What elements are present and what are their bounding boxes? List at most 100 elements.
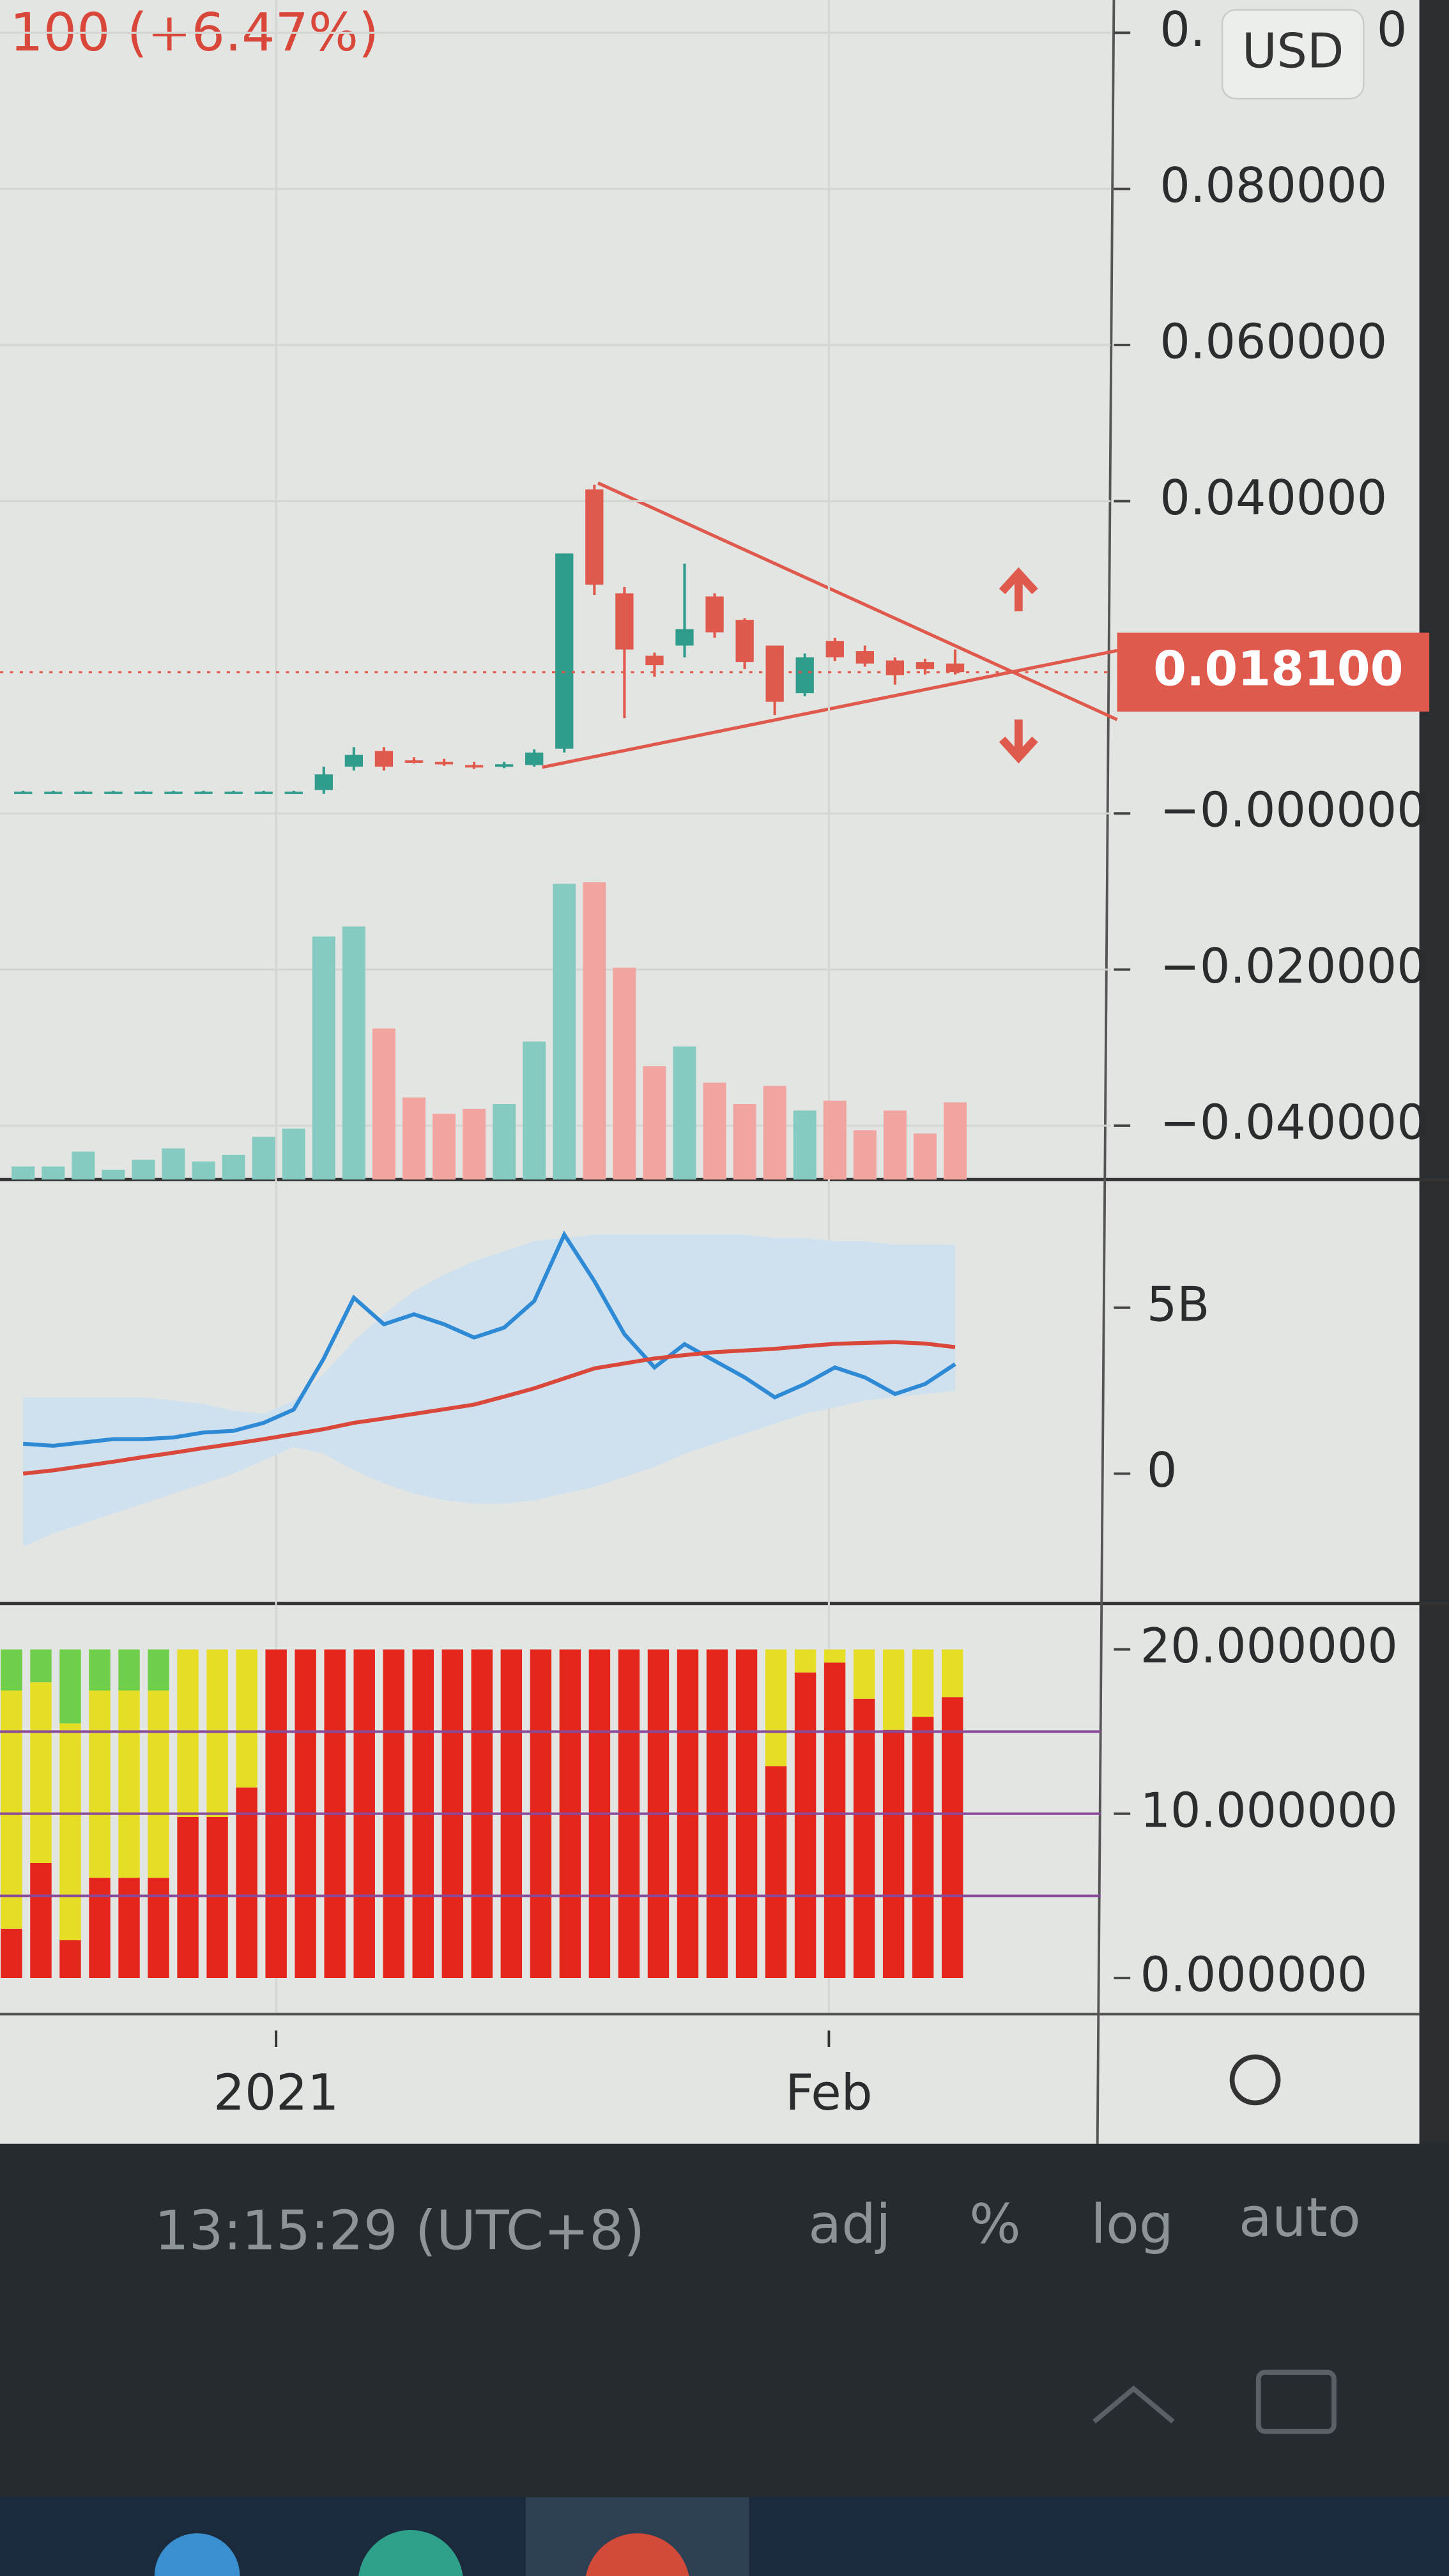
volume-bar xyxy=(823,1100,847,1180)
y-tick-label: 0. xyxy=(1160,2,1205,57)
chevron-icon[interactable] xyxy=(1092,2385,1175,2424)
candle-body xyxy=(44,792,63,794)
y-tick-label: 0.060000 xyxy=(1160,314,1387,370)
y-tick-label: 5B xyxy=(1147,1276,1210,1332)
clock: 13:15:29 (UTC+8) xyxy=(155,2200,645,2263)
stacked-segment xyxy=(765,1766,787,1978)
screen-edge xyxy=(1419,0,1449,2144)
volume-bar xyxy=(192,1162,215,1180)
log-toggle[interactable]: log xyxy=(1091,2193,1173,2256)
candle-body xyxy=(164,792,183,794)
volume-bar xyxy=(42,1166,65,1180)
candle-body xyxy=(74,792,93,794)
stacked-segment xyxy=(118,1690,140,1878)
volume-bar xyxy=(372,1028,395,1180)
stacked-segment xyxy=(236,1649,257,1788)
marks-layer xyxy=(0,484,1111,1978)
stacked-segment xyxy=(824,1649,846,1663)
window-icon[interactable] xyxy=(1255,2370,1337,2434)
current-price-box xyxy=(1117,632,1430,712)
down-arrow xyxy=(999,719,1038,763)
volume-bar xyxy=(252,1137,275,1180)
stacked-segment xyxy=(765,1649,787,1767)
stacked-segment xyxy=(30,1649,52,1683)
stacked-segment xyxy=(236,1787,257,1978)
candle-body xyxy=(795,657,814,694)
auto-toggle[interactable]: auto xyxy=(1239,2186,1361,2250)
volume-bar xyxy=(643,1066,666,1180)
y-tick-label: 0.080000 xyxy=(1160,158,1387,213)
volume-bar xyxy=(222,1154,245,1180)
candle-body xyxy=(555,553,574,749)
candle-body xyxy=(525,752,544,765)
stacked-segment xyxy=(59,1723,81,1940)
stacked-segment xyxy=(30,1863,52,1978)
candle-body xyxy=(374,751,394,767)
adj-toggle[interactable]: adj xyxy=(808,2193,891,2256)
taskbar-icon[interactable] xyxy=(585,2533,690,2576)
percent-toggle[interactable]: % xyxy=(969,2193,1021,2256)
volume-bar xyxy=(312,936,335,1180)
stacked-segment xyxy=(118,1649,140,1690)
candle-body xyxy=(765,645,784,702)
plot-layer: 0. 0.080000 0.060000 0.040000 −0.000000 −0.02… xyxy=(0,0,1430,2122)
indicator-line xyxy=(22,1340,956,1476)
candle-body xyxy=(615,593,634,650)
stacked-segment xyxy=(912,1717,934,1978)
y-tick-label: −0.020000 xyxy=(1160,939,1427,994)
x-tick-label: Feb xyxy=(785,2064,873,2122)
stacked-segment xyxy=(853,1649,875,1699)
candle-body xyxy=(344,755,364,767)
volume-bar xyxy=(944,1102,967,1180)
stacked-segment xyxy=(1,1649,22,1690)
volume-bar xyxy=(883,1110,907,1180)
volume-bar xyxy=(703,1082,726,1180)
stacked-segment xyxy=(177,1649,199,1817)
y-tick-label: 10.000000 xyxy=(1140,1782,1398,1838)
candle-body xyxy=(404,760,424,763)
stacked-segment xyxy=(824,1662,846,1978)
y-tick-label: −0.040000 xyxy=(1160,1094,1427,1150)
volume-bar xyxy=(673,1046,696,1180)
candle-body xyxy=(104,792,123,794)
volume-bar xyxy=(613,967,636,1180)
volume-bar xyxy=(433,1114,456,1180)
currency-button[interactable] xyxy=(1221,9,1365,100)
stacked-segment xyxy=(206,1817,228,1978)
volume-bar xyxy=(72,1151,95,1180)
stacked-segment xyxy=(1,1690,22,1929)
stacked-segment xyxy=(794,1649,816,1673)
stacked-segment xyxy=(177,1817,199,1978)
stacked-segment xyxy=(941,1697,963,1978)
taskbar-icon[interactable] xyxy=(154,2533,240,2576)
stacked-segment xyxy=(148,1878,169,1978)
volume-bar xyxy=(12,1166,35,1180)
volume-bar xyxy=(913,1133,937,1180)
volume-bar xyxy=(793,1110,816,1180)
stacked-segment xyxy=(941,1649,963,1698)
stacked-segment xyxy=(1,1928,22,1978)
candle-body xyxy=(825,641,844,657)
candle-body xyxy=(194,792,213,794)
currency-label[interactable]: USD xyxy=(1242,23,1344,79)
candle-body xyxy=(585,489,604,585)
taskbar-icon[interactable] xyxy=(358,2530,464,2576)
candle-body xyxy=(645,656,664,666)
price-axis-line xyxy=(1096,0,1116,2144)
stacked-segment xyxy=(148,1649,169,1690)
candle-body xyxy=(314,774,333,790)
trendline[interactable] xyxy=(597,481,1118,721)
volume-bar xyxy=(132,1160,155,1180)
candle-body xyxy=(464,765,484,768)
indicator-band xyxy=(23,1234,956,1547)
stacked-segment xyxy=(59,1649,81,1724)
settings-icon[interactable] xyxy=(1229,2054,1281,2106)
volume-bar xyxy=(853,1130,877,1180)
candle-body xyxy=(134,792,153,794)
stacked-segment xyxy=(118,1878,140,1978)
volume-bar xyxy=(733,1104,756,1180)
volume-bar xyxy=(162,1148,185,1180)
volume-bar xyxy=(102,1169,125,1180)
